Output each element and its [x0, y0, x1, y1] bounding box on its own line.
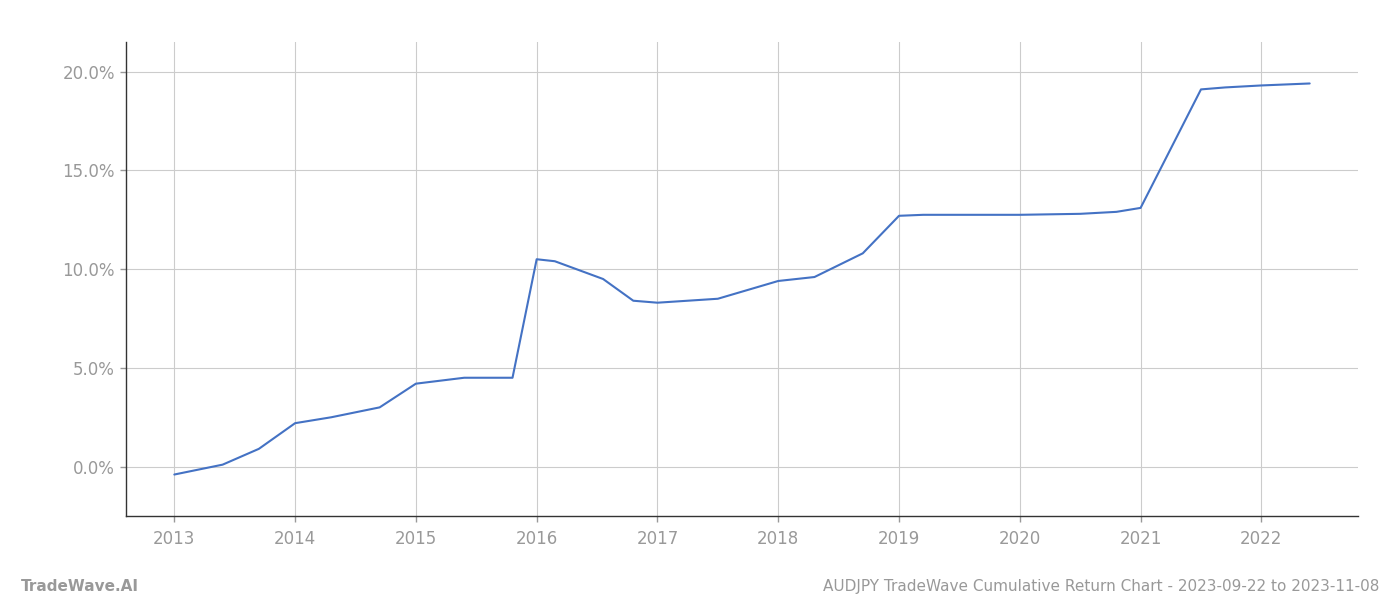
- Text: AUDJPY TradeWave Cumulative Return Chart - 2023-09-22 to 2023-11-08: AUDJPY TradeWave Cumulative Return Chart…: [823, 579, 1379, 594]
- Text: TradeWave.AI: TradeWave.AI: [21, 579, 139, 594]
